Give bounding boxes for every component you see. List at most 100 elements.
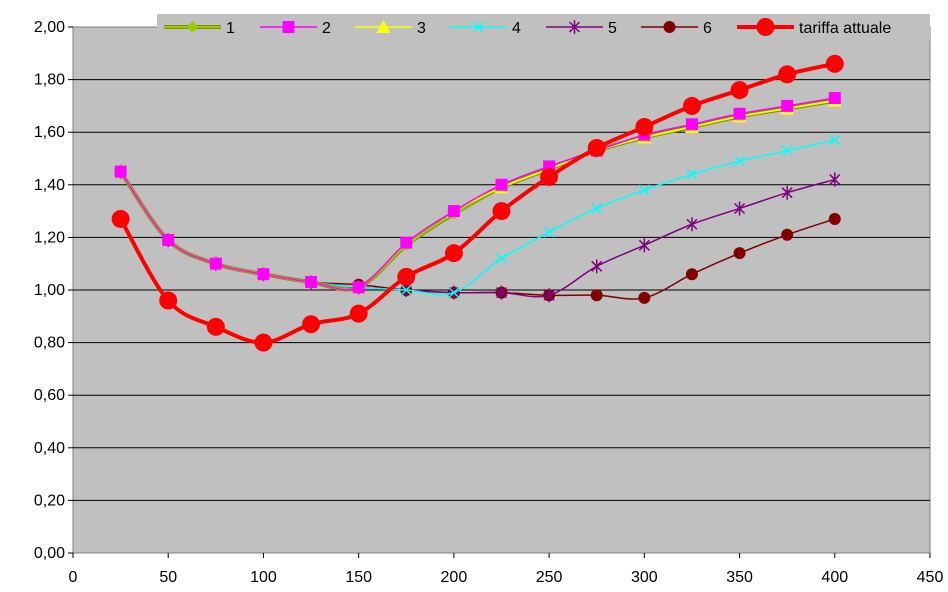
y-tick-label: 1,00 xyxy=(34,282,65,299)
data-point xyxy=(733,247,746,260)
x-tick-label: 350 xyxy=(726,569,753,586)
data-point xyxy=(682,96,701,115)
legend-label: 5 xyxy=(608,20,617,37)
legend-item-2: 2 xyxy=(260,20,331,37)
data-point xyxy=(111,209,130,228)
data-point xyxy=(162,234,175,247)
data-point xyxy=(590,289,603,302)
data-point xyxy=(209,257,222,270)
data-point xyxy=(781,145,793,157)
data-point xyxy=(685,268,698,281)
x-tick-label: 50 xyxy=(159,569,177,586)
data-point xyxy=(828,92,841,105)
x-tick-label: 300 xyxy=(631,569,658,586)
data-point xyxy=(444,244,463,263)
data-point xyxy=(257,268,270,281)
x-tick-label: 100 xyxy=(250,569,277,586)
legend-marker xyxy=(186,21,199,33)
data-point xyxy=(397,267,416,286)
data-point xyxy=(829,134,841,146)
series-line xyxy=(118,61,836,345)
data-point xyxy=(447,205,460,218)
legend-label: 6 xyxy=(703,20,712,37)
data-point xyxy=(829,172,841,187)
legend-marker xyxy=(756,18,775,36)
legend-label: 4 xyxy=(512,20,521,37)
data-point xyxy=(352,281,365,294)
x-tick-label: 200 xyxy=(441,569,468,586)
data-point xyxy=(781,228,794,241)
data-point xyxy=(733,107,746,120)
data-point xyxy=(302,315,321,334)
data-point xyxy=(638,238,650,253)
x-tick-label: 0 xyxy=(69,569,78,586)
legend-item-5: 5 xyxy=(546,20,617,37)
y-tick-label: 0,60 xyxy=(34,387,65,404)
y-tick-label: 0,00 xyxy=(34,545,65,562)
data-point xyxy=(495,178,508,191)
y-tick-label: 1,80 xyxy=(34,72,65,89)
data-point xyxy=(159,291,178,310)
data-point xyxy=(825,54,844,73)
data-point xyxy=(587,138,606,157)
data-point xyxy=(638,184,650,196)
legend-marker xyxy=(282,21,295,33)
y-tick-label: 1,60 xyxy=(34,124,65,141)
data-point xyxy=(734,201,746,216)
legend-item-3: 3 xyxy=(355,20,426,37)
data-point xyxy=(635,117,654,136)
data-point xyxy=(400,236,413,249)
data-point xyxy=(734,155,746,167)
legend-item-1: 1 xyxy=(164,20,235,37)
legend-label: 2 xyxy=(322,20,331,37)
legend-item-6: 6 xyxy=(641,20,712,37)
y-axis-ticks: 0,00 0,20 0,40 0,60 0,80 1,00 1,20 1,40 1,60 1,80… xyxy=(34,19,73,562)
data-point xyxy=(305,276,318,289)
legend-item-7: tariffa attuale xyxy=(737,18,891,37)
legend-marker xyxy=(376,20,391,33)
y-tick-label: 0,40 xyxy=(34,440,65,457)
data-point xyxy=(778,65,797,84)
data-point xyxy=(114,165,127,178)
data-point xyxy=(495,252,508,264)
data-point xyxy=(254,333,273,352)
y-tick-label: 0,80 xyxy=(34,335,65,352)
series-2 xyxy=(114,92,841,294)
legend-label: tariffa attuale xyxy=(799,20,891,37)
legend-marker xyxy=(472,21,485,33)
legend-label: 3 xyxy=(417,20,426,37)
data-point xyxy=(492,202,511,221)
data-point xyxy=(495,285,508,300)
data-point xyxy=(730,81,749,100)
data-point xyxy=(349,304,368,323)
y-tick-label: 0,20 xyxy=(34,492,65,509)
x-tick-label: 150 xyxy=(345,569,372,586)
series-line xyxy=(119,97,835,291)
data-point xyxy=(543,226,555,238)
x-tick-label: 250 xyxy=(536,569,563,586)
data-point xyxy=(206,317,225,336)
data-point xyxy=(591,202,603,215)
data-point xyxy=(638,291,651,304)
x-tick-label: 400 xyxy=(821,569,848,586)
data-point xyxy=(781,99,794,112)
data-point xyxy=(781,185,793,200)
legend-marker xyxy=(663,21,676,33)
data-point xyxy=(400,284,412,296)
y-tick-label: 1,40 xyxy=(34,177,65,194)
data-point xyxy=(448,287,460,299)
data-point xyxy=(686,168,698,180)
data-point xyxy=(540,167,559,186)
legend-item-4: 4 xyxy=(450,20,521,37)
data-point xyxy=(686,217,698,232)
x-tick-label: 450 xyxy=(917,569,944,586)
legend-marker xyxy=(568,20,581,34)
series-layer xyxy=(111,54,844,352)
series-7 xyxy=(111,54,844,352)
data-point xyxy=(685,118,698,131)
y-tick-label: 2,00 xyxy=(34,19,65,36)
legend-label: 1 xyxy=(226,20,235,37)
data-point xyxy=(591,259,603,274)
data-point xyxy=(543,288,555,303)
